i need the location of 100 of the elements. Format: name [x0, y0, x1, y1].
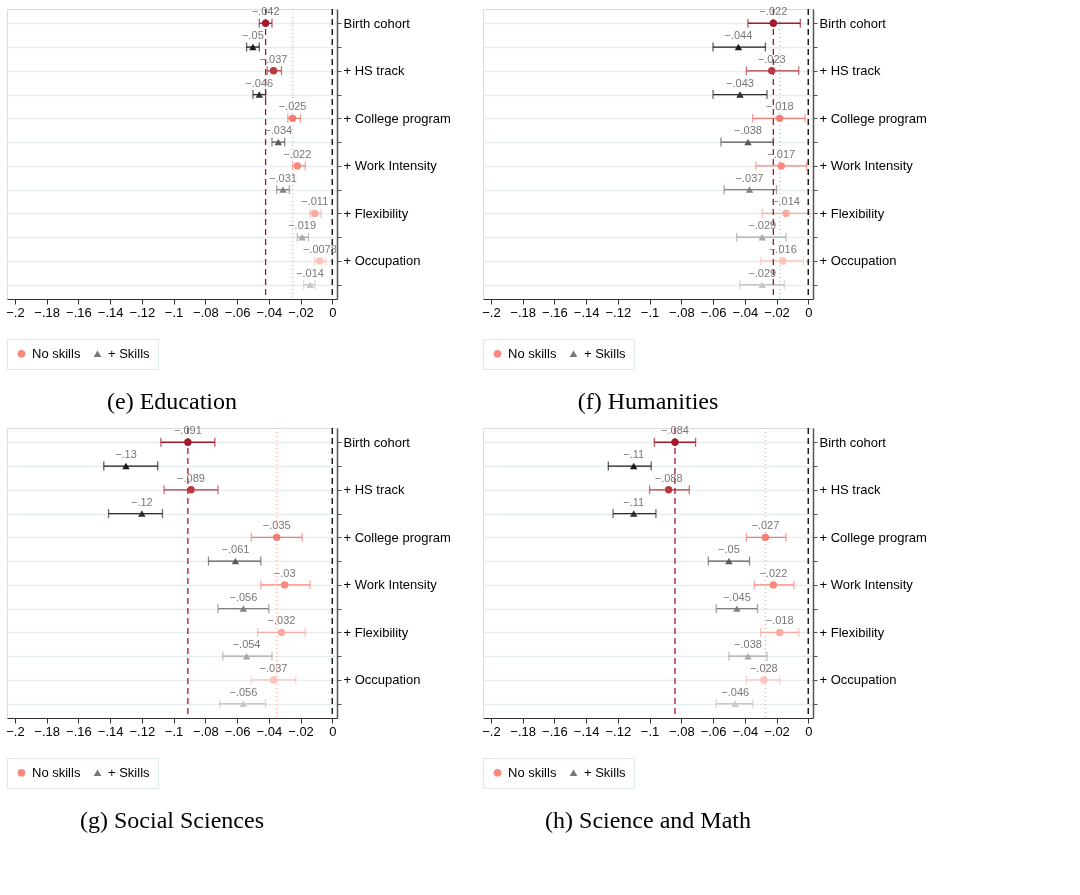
data-label: −.054	[232, 638, 261, 651]
data-label: −.088	[654, 471, 683, 484]
x-tick-label: −.18	[34, 304, 60, 320]
data-label: −.028	[749, 661, 778, 674]
data-label: −.038	[734, 124, 762, 137]
x-tick-label: −.16	[542, 723, 568, 739]
data-label: −.046	[245, 76, 274, 89]
x-tick-label: −.04	[256, 304, 283, 320]
y-tick-label: + Occupation	[343, 253, 421, 269]
y-tick-label: + Work Intensity	[819, 577, 914, 593]
data-label: −.023	[757, 52, 786, 65]
x-tick-label: −.1	[164, 304, 184, 320]
data-label: −.056	[229, 685, 258, 698]
x-tick-label: −.18	[34, 723, 60, 739]
data-label: −.037	[259, 52, 288, 65]
data-label: −.031	[269, 171, 297, 184]
y-tick-label: + College program	[819, 529, 927, 545]
x-tick-label: −.1	[640, 723, 660, 739]
y-tick-label: + College program	[343, 110, 451, 126]
x-tick-label: −.1	[164, 723, 184, 739]
x-tick-label: −.14	[573, 304, 600, 320]
data-label: −.035	[262, 519, 291, 532]
y-tick-label: + Occupation	[819, 253, 897, 269]
x-tick-label: −.14	[97, 304, 124, 320]
x-tick-label: −.2	[6, 304, 25, 320]
data-label: −.061	[221, 543, 250, 556]
data-label: −.037	[259, 661, 288, 674]
y-tick-label: + Flexibility	[343, 624, 409, 640]
y-tick-label: Birth cohort	[343, 15, 411, 31]
x-tick-label: −.14	[97, 723, 124, 739]
y-tick-label: + Flexibility	[819, 624, 885, 640]
data-label: −.038	[734, 638, 762, 651]
data-label: −.12	[131, 495, 153, 508]
x-tick-label: 0	[329, 304, 337, 320]
legend-label: No skills	[32, 764, 81, 780]
data-label: −.027	[751, 519, 780, 532]
data-label: −.019	[288, 219, 317, 232]
data-label: −.018	[765, 100, 794, 113]
data-label: −.014	[296, 266, 324, 279]
x-tick-label: −.12	[129, 304, 156, 320]
data-label: −.037	[735, 171, 764, 184]
y-tick-label: + College program	[343, 529, 451, 545]
text: (g) Social Sciences	[80, 806, 264, 833]
y-tick-label: + HS track	[343, 482, 406, 498]
x-tick-label: −.04	[732, 723, 759, 739]
x-tick-label: −.2	[482, 723, 501, 739]
x-tick-label: −.12	[129, 723, 156, 739]
data-label: −.043	[726, 76, 754, 89]
x-tick-label: 0	[329, 723, 337, 739]
data-label: −.022	[283, 147, 312, 160]
x-tick-label: −.02	[288, 723, 314, 739]
x-tick-label: −.06	[700, 723, 727, 739]
y-tick-label: Birth cohort	[819, 15, 887, 31]
x-tick-label: −.2	[482, 304, 501, 320]
x-tick-label: −.16	[66, 304, 92, 320]
data-label: −.11	[623, 495, 645, 508]
y-tick-label: + Occupation	[343, 672, 421, 688]
x-tick-label: −.04	[256, 723, 283, 739]
text: (e) Education	[107, 387, 237, 414]
data-label: −.011	[301, 195, 329, 208]
x-tick-label: −.18	[510, 723, 536, 739]
data-label: −.032	[267, 614, 296, 627]
data-label: −.034	[264, 124, 293, 137]
data-label: −.05	[718, 543, 740, 556]
data-label: −.022	[759, 566, 788, 579]
x-tick-label: −.06	[700, 304, 727, 320]
y-tick-label: + HS track	[819, 482, 882, 498]
data-label: −.018	[765, 614, 794, 627]
data-label: −.029	[748, 219, 777, 232]
legend-label: + Skills	[584, 764, 627, 780]
y-tick-label: + HS track	[819, 63, 882, 79]
y-tick-label: Birth cohort	[343, 434, 411, 450]
y-tick-label: + Work Intensity	[819, 158, 914, 174]
data-label: −.0078	[302, 242, 337, 255]
y-tick-label: + Flexibility	[343, 205, 409, 221]
data-label: −.05	[242, 29, 264, 42]
x-tick-label: 0	[805, 723, 813, 739]
x-tick-label: −.16	[66, 723, 92, 739]
x-tick-label: −.04	[732, 304, 759, 320]
x-tick-label: 0	[805, 304, 813, 320]
x-tick-label: −.06	[224, 304, 251, 320]
y-tick-label: + Occupation	[819, 672, 897, 688]
data-label: −.017	[767, 147, 796, 160]
y-tick-label: + Flexibility	[819, 205, 885, 221]
x-tick-label: −.14	[573, 723, 600, 739]
x-tick-label: −.02	[764, 304, 790, 320]
x-tick-label: −.12	[605, 304, 632, 320]
data-label: −.044	[724, 29, 753, 42]
y-tick-label: + Work Intensity	[343, 577, 438, 593]
x-tick-label: −.02	[288, 304, 314, 320]
y-tick-label: + HS track	[343, 63, 406, 79]
y-tick-label: + Work Intensity	[343, 158, 438, 174]
x-tick-label: −.08	[668, 304, 695, 320]
x-tick-label: −.08	[192, 723, 219, 739]
y-tick-label: Birth cohort	[819, 434, 887, 450]
text: (f) Humanities	[577, 387, 719, 414]
y-tick-label: + College program	[819, 110, 927, 126]
legend-label: No skills	[508, 345, 557, 361]
x-tick-label: −.16	[542, 304, 568, 320]
data-label: −.03	[273, 566, 296, 579]
